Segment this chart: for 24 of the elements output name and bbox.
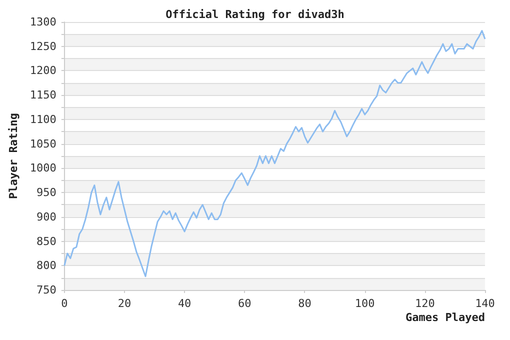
x-tick-label: 100 — [354, 297, 375, 310]
y-tick-label: 850 — [36, 234, 56, 248]
x-tick-label: 80 — [298, 297, 312, 310]
x-tick-label: 60 — [238, 297, 252, 310]
y-tick-label: 1150 — [30, 88, 56, 102]
y-tick-label: 900 — [36, 210, 56, 224]
line-series — [64, 30, 486, 278]
y-axis-title: Player Rating — [7, 112, 20, 200]
x-axis-title: Games Played — [406, 311, 485, 324]
x-tick-label: 0 — [61, 297, 68, 310]
y-tick-label: 1000 — [30, 162, 56, 175]
y-tick-label: 1250 — [30, 40, 56, 53]
x-tick-label: 20 — [118, 297, 132, 310]
y-tick-label: 750 — [36, 284, 56, 296]
y-tick-label: 950 — [36, 186, 56, 200]
y-tick-label: 1100 — [30, 112, 56, 126]
y-tick-label: 1050 — [30, 137, 56, 150]
chart-title: Official Rating for divad3h — [166, 8, 344, 21]
x-tick-label: 120 — [414, 297, 435, 310]
x-tick-label: 140 — [475, 297, 495, 310]
x-tick-label: 40 — [178, 297, 192, 310]
y-tick-label: 1300 — [30, 16, 56, 28]
y-tick-label: 800 — [36, 259, 56, 272]
y-tick-label: 1200 — [30, 64, 56, 78]
